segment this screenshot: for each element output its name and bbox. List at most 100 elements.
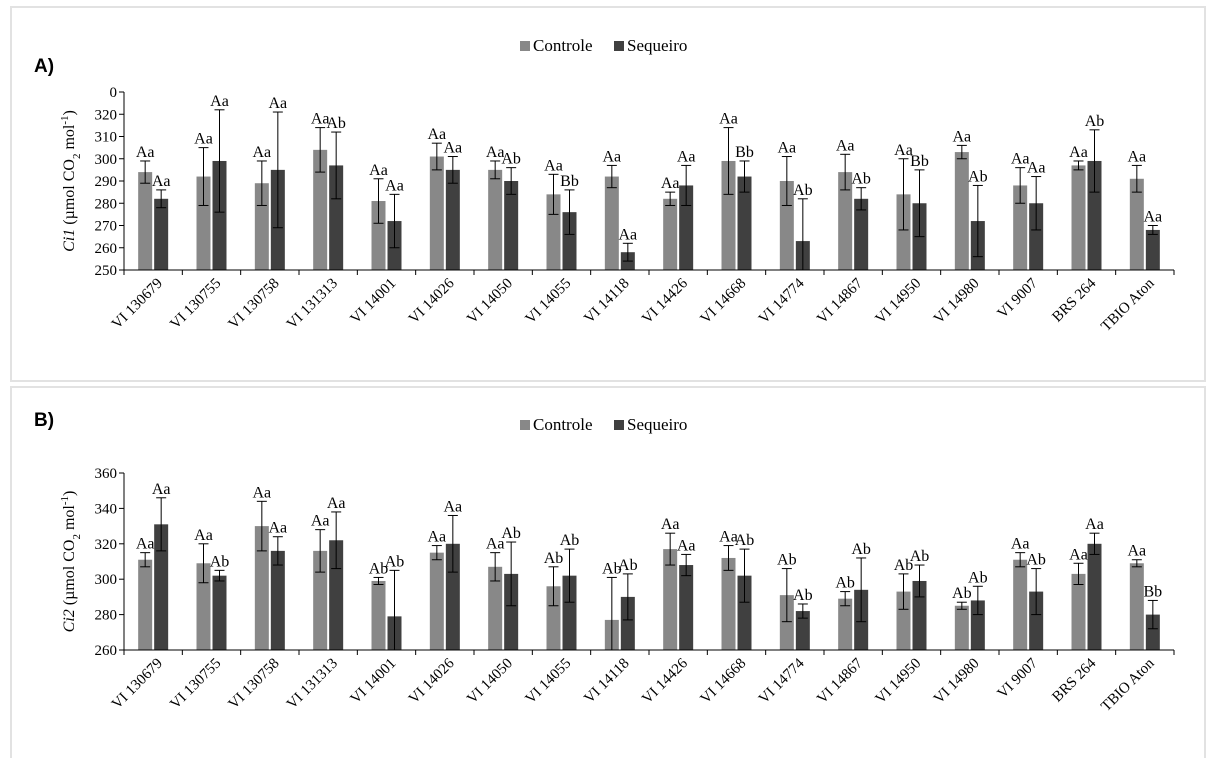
y-tick-label: 360 — [95, 466, 118, 482]
significance-label: Aa — [486, 536, 505, 553]
bar-sequeiro — [212, 160, 227, 270]
significance-label: Aa — [253, 144, 272, 161]
significance-label: Ab — [777, 552, 797, 569]
significance-label: Aa — [1128, 543, 1147, 560]
significance-label: Aa — [369, 162, 388, 179]
significance-label: Aa — [1011, 151, 1030, 168]
y-tick-label: 320 — [95, 107, 118, 123]
bar-controle — [138, 172, 153, 270]
x-tick-label: VI 130679 — [109, 656, 166, 713]
bar-controle — [488, 169, 503, 270]
bar-sequeiro — [1145, 614, 1160, 650]
y-tick-label: 260 — [95, 241, 118, 257]
significance-label: Ab — [851, 541, 871, 558]
x-tick-label: VI 14426 — [639, 655, 691, 707]
bar-sequeiro — [1029, 203, 1044, 270]
bar-sequeiro — [679, 565, 694, 650]
bar-sequeiro — [154, 198, 169, 270]
legend-swatch-controle — [520, 420, 530, 430]
bar-controle — [1013, 559, 1028, 650]
significance-label: Aa — [486, 144, 505, 161]
x-tick-label: VI 14001 — [348, 276, 400, 328]
bar-sequeiro — [562, 212, 577, 270]
bar-controle — [488, 566, 503, 650]
significance-label: Aa — [327, 495, 346, 512]
bar-controle — [779, 595, 794, 650]
significance-label: Aa — [311, 513, 330, 530]
significance-label: Ab — [851, 171, 871, 188]
significance-label: Aa — [385, 177, 404, 194]
panel-label: B) — [34, 410, 55, 431]
significance-label: Aa — [428, 529, 447, 546]
significance-label: Ab — [501, 525, 521, 542]
significance-label: Ab — [560, 532, 580, 549]
significance-label: Aa — [194, 131, 213, 148]
chart-b-svg: Controle Sequeiro 260 280 300 320 340 360 Ci2 (µ… — [59, 415, 1175, 715]
bar-controle — [779, 181, 794, 270]
significance-label: Aa — [136, 144, 155, 161]
significance-label: Ab — [968, 168, 988, 185]
y-tick-label: 300 — [95, 572, 118, 588]
x-tick-label: VI 131313 — [284, 276, 341, 333]
bar-sequeiro — [270, 550, 285, 650]
significance-label: Aa — [152, 481, 171, 498]
y-tick-label: 250 — [95, 263, 118, 279]
significance-label: Aa — [894, 142, 913, 159]
x-tick-label: VI 14950 — [873, 276, 925, 328]
x-tick-label: VI 14026 — [406, 275, 458, 327]
significance-label: Aa — [677, 148, 696, 165]
x-tick-label: VI 9007 — [995, 275, 1042, 322]
significance-label: Aa — [953, 128, 972, 145]
bar-controle — [838, 172, 853, 270]
y-tick-label: 0 — [110, 85, 118, 101]
x-tick-label: VI 14867 — [814, 275, 866, 327]
significance-label: Aa — [1069, 546, 1088, 563]
bar-sequeiro — [854, 198, 869, 270]
significance-label: Aa — [428, 126, 447, 143]
x-tick-label: VI 14426 — [639, 275, 691, 327]
y-tick-label: 300 — [95, 152, 118, 168]
bar-sequeiro — [737, 575, 752, 650]
chart-a-svg: Controle Sequeiro 250 260 270 280 290 300 310 320… — [59, 36, 1175, 335]
x-tick-label: TBIO Aton — [1098, 275, 1158, 335]
bar-controle — [254, 183, 269, 270]
bar-controle — [371, 201, 386, 270]
x-tick-label: VI 14774 — [756, 275, 808, 327]
significance-label: Ab — [210, 553, 230, 570]
y-tick-label: 270 — [95, 219, 118, 235]
chart-panel-b: B) Controle Sequeiro 260 280 300 320 340 360 Ci2… — [10, 386, 1206, 758]
significance-label: Ab — [618, 557, 638, 574]
significance-label: Ab — [968, 569, 988, 586]
significance-label: Ab — [894, 557, 914, 574]
x-tick-label: VI 14668 — [698, 276, 750, 328]
x-tick-label: VI 14050 — [464, 656, 516, 708]
significance-label: Aa — [1128, 148, 1147, 165]
bar-controle — [896, 194, 911, 270]
x-tick-label: VI 14774 — [756, 655, 808, 707]
significance-label: Aa — [136, 536, 155, 553]
significance-label: Aa — [1011, 536, 1030, 553]
significance-label: Aa — [661, 175, 680, 192]
x-tick-label: VI 130758 — [226, 276, 283, 333]
x-tick-label: VI 130755 — [167, 276, 224, 333]
significance-label: Aa — [619, 226, 638, 243]
bar-sequeiro — [329, 540, 344, 650]
x-tick-label: VI 14980 — [931, 656, 983, 708]
bar-sequeiro — [445, 169, 460, 270]
significance-label: Bb — [1143, 583, 1162, 600]
legend-label-controle: Controle — [533, 36, 593, 55]
legend-label-controle: Controle — [533, 415, 593, 434]
significance-label: Ab — [735, 532, 755, 549]
legend-swatch-sequeiro — [614, 420, 624, 430]
significance-label: Aa — [1027, 160, 1046, 177]
y-tick-label: 280 — [95, 608, 118, 624]
x-tick-label: VI 14055 — [523, 276, 575, 328]
significance-label: Aa — [194, 527, 213, 544]
x-tick-label: VI 131313 — [284, 656, 341, 713]
y-tick-label: 290 — [95, 174, 118, 190]
significance-label: Ab — [602, 560, 622, 577]
y-axis-title: Ci2 (µmol CO2 mol-1) — [59, 491, 83, 633]
significance-label: Aa — [152, 173, 171, 190]
significance-label: Aa — [778, 140, 797, 157]
bar-sequeiro — [1029, 591, 1044, 650]
